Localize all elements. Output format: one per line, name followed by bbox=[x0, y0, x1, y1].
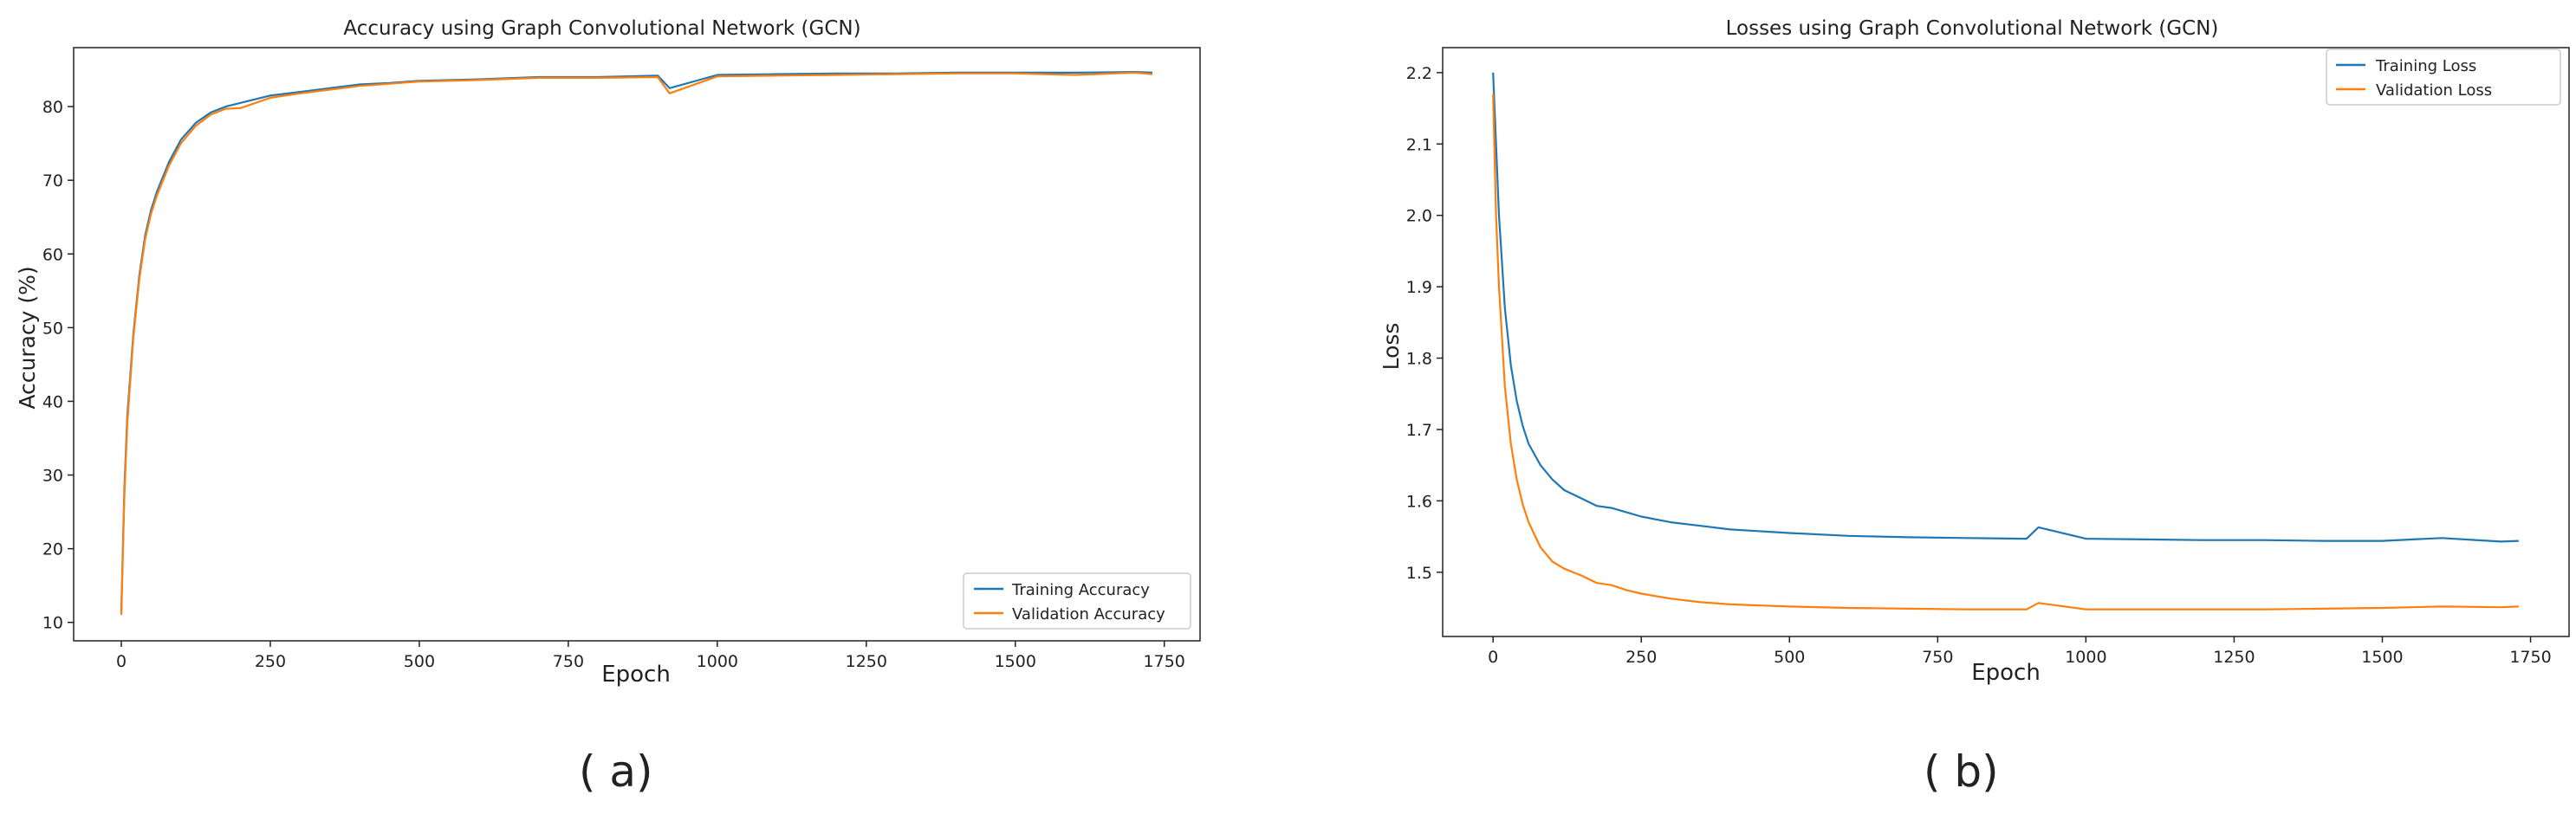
loss-x-tick-label: 0 bbox=[1488, 648, 1498, 667]
loss-x-tick-label: 1000 bbox=[2065, 648, 2106, 667]
loss-y-tick-label: 2.0 bbox=[1406, 207, 1432, 226]
accuracy-y-tick-label: 20 bbox=[42, 540, 63, 559]
accuracy-x-tick-label: 1000 bbox=[697, 652, 738, 671]
caption-b: ( b) bbox=[1924, 746, 1999, 797]
accuracy-x-tick-label: 1500 bbox=[995, 652, 1036, 671]
loss-legend-box bbox=[2326, 48, 2561, 106]
loss-y-tick-label: 1.9 bbox=[1406, 278, 1432, 297]
accuracy-chart-title: Accuracy using Graph Convolutional Netwo… bbox=[343, 17, 860, 40]
accuracy-x-tick-label: 1750 bbox=[1144, 652, 1185, 671]
loss-axes-frame bbox=[1442, 47, 2570, 637]
accuracy-y-tick-label: 80 bbox=[42, 98, 63, 117]
loss-legend-label-training: Training Loss bbox=[2375, 57, 2476, 75]
accuracy-axes-frame bbox=[73, 47, 1201, 642]
accuracy-plot-area: 0 250 500 750 1000 1250 1500 1750 10 20 30 40 50 60 70… bbox=[42, 47, 1201, 671]
accuracy-legend-label-training: Training Accuracy bbox=[1011, 581, 1150, 599]
loss-y-tick-label: 1.7 bbox=[1406, 421, 1432, 440]
accuracy-x-tick-label: 750 bbox=[553, 652, 584, 671]
loss-series-training-line bbox=[1492, 72, 2519, 543]
accuracy-legend-box bbox=[963, 572, 1191, 630]
loss-legend-label-validation: Validation Loss bbox=[2376, 81, 2492, 100]
accuracy-y-tick-label: 60 bbox=[42, 245, 63, 264]
accuracy-y-tick-label: 50 bbox=[42, 319, 63, 338]
loss-y-tick-label: 2.1 bbox=[1406, 135, 1432, 154]
loss-y-tick-label: 1.5 bbox=[1406, 564, 1432, 583]
loss-y-axis-label: Loss bbox=[1379, 323, 1404, 371]
accuracy-series-training-line bbox=[120, 70, 1153, 612]
loss-y-tick-label: 1.8 bbox=[1406, 350, 1432, 369]
loss-y-tick-label: 1.6 bbox=[1406, 492, 1432, 511]
loss-chart-title: Losses using Graph Convolutional Network… bbox=[1726, 17, 2219, 40]
accuracy-y-axis-label: Accuracy (%) bbox=[15, 266, 40, 409]
accuracy-series-validation-line bbox=[120, 71, 1153, 616]
caption-a: ( a) bbox=[579, 746, 653, 797]
loss-x-tick-label: 1750 bbox=[2509, 648, 2551, 667]
loss-plot-area: 0 250 500 750 1000 1250 1500 1750 1.5 1.6 1.7 1.8 1.… bbox=[1406, 47, 2570, 667]
loss-x-axis-label: Epoch bbox=[1971, 660, 2041, 686]
loss-y-tick-label: 2.2 bbox=[1406, 64, 1432, 83]
loss-x-tick-label: 500 bbox=[1774, 648, 1805, 667]
accuracy-y-tick-label: 10 bbox=[42, 614, 63, 633]
loss-chart: Losses using Graph Convolutional Network… bbox=[1379, 17, 2570, 686]
loss-x-tick-label: 750 bbox=[1922, 648, 1953, 667]
accuracy-legend: Training Accuracy Validation Accuracy bbox=[963, 572, 1191, 630]
loss-legend: Training Loss Validation Loss bbox=[2326, 48, 2561, 106]
accuracy-x-tick-label: 500 bbox=[404, 652, 435, 671]
accuracy-y-tick-label: 70 bbox=[42, 171, 63, 191]
accuracy-chart: Accuracy using Graph Convolutional Netwo… bbox=[15, 17, 1201, 688]
loss-x-tick-label: 1250 bbox=[2213, 648, 2255, 667]
loss-x-tick-label: 1500 bbox=[2361, 648, 2403, 667]
accuracy-x-tick-label: 250 bbox=[255, 652, 286, 671]
accuracy-legend-label-validation: Validation Accuracy bbox=[1012, 605, 1165, 623]
accuracy-x-tick-label: 0 bbox=[116, 652, 127, 671]
loss-series-validation-line bbox=[1492, 94, 2519, 611]
accuracy-x-tick-label: 1250 bbox=[846, 652, 887, 671]
accuracy-y-tick-label: 30 bbox=[42, 467, 63, 486]
accuracy-x-axis-label: Epoch bbox=[601, 662, 671, 688]
accuracy-y-tick-label: 40 bbox=[42, 392, 63, 411]
loss-x-tick-label: 250 bbox=[1625, 648, 1657, 667]
